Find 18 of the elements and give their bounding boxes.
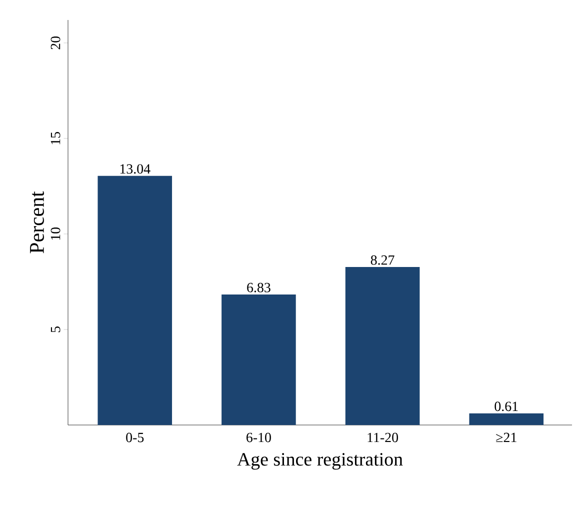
y-tick-label: 10 xyxy=(50,228,60,240)
bar xyxy=(345,267,420,425)
y-axis-title: Percent xyxy=(30,191,44,254)
x-tick-label: ≥21 xyxy=(496,432,516,442)
x-tick-label: 11-20 xyxy=(368,432,398,442)
bar xyxy=(222,294,296,425)
y-tick-label: 5 xyxy=(50,326,60,332)
data-label: 13.04 xyxy=(120,164,150,174)
x-tick-label: 0-5 xyxy=(126,432,144,442)
bar xyxy=(469,413,544,425)
x-tick-label: 6-10 xyxy=(246,432,271,442)
y-tick-label: 15 xyxy=(50,132,60,144)
y-tick-label: 20 xyxy=(50,36,60,50)
x-axis-title: Age since registration xyxy=(237,453,403,470)
bar xyxy=(98,176,172,425)
data-label: 0.61 xyxy=(494,402,518,412)
data-label: 6.83 xyxy=(247,282,270,292)
data-label: 8.27 xyxy=(370,255,394,265)
